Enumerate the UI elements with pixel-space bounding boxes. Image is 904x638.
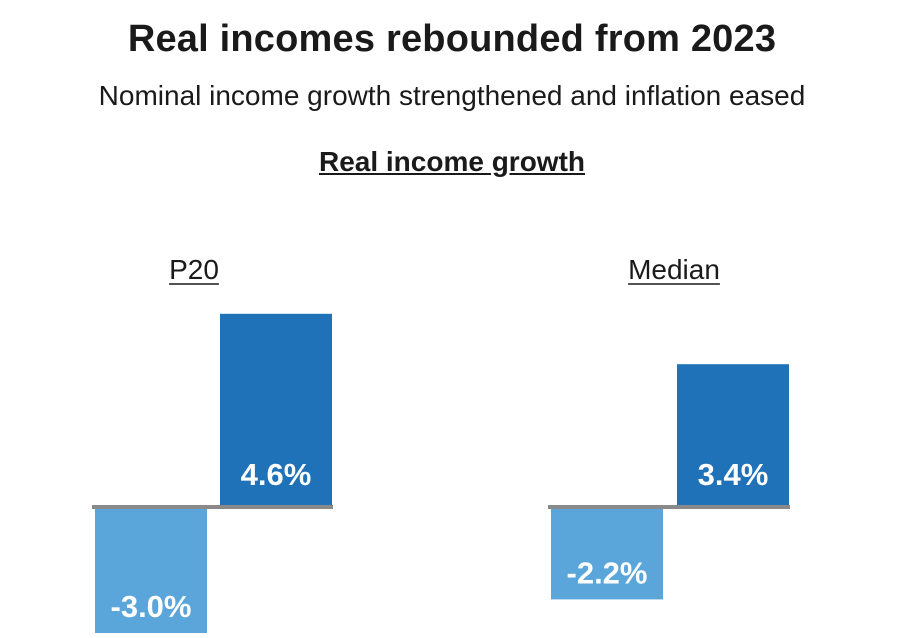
panel-title-median: Median: [628, 254, 720, 285]
bar-p20-negative: [95, 507, 207, 633]
chart-title: Real incomes rebounded from 2023: [127, 18, 777, 60]
bar-label-median-negative: -2.2%: [567, 555, 648, 590]
bar-median-negative: [551, 507, 663, 600]
bar-label-p20-positive: 4.6%: [241, 457, 312, 492]
section-title: Real income growth: [318, 146, 586, 177]
chart-subtitle: Nominal income growth strengthened and i…: [98, 80, 806, 111]
bar-p20-positive: [220, 313, 332, 507]
bar-label-p20-negative: -3.0%: [111, 589, 192, 624]
panel-title-p20: P20: [169, 254, 219, 285]
bar-median-positive: [677, 364, 789, 507]
bar-label-median-positive: 3.4%: [698, 457, 769, 492]
